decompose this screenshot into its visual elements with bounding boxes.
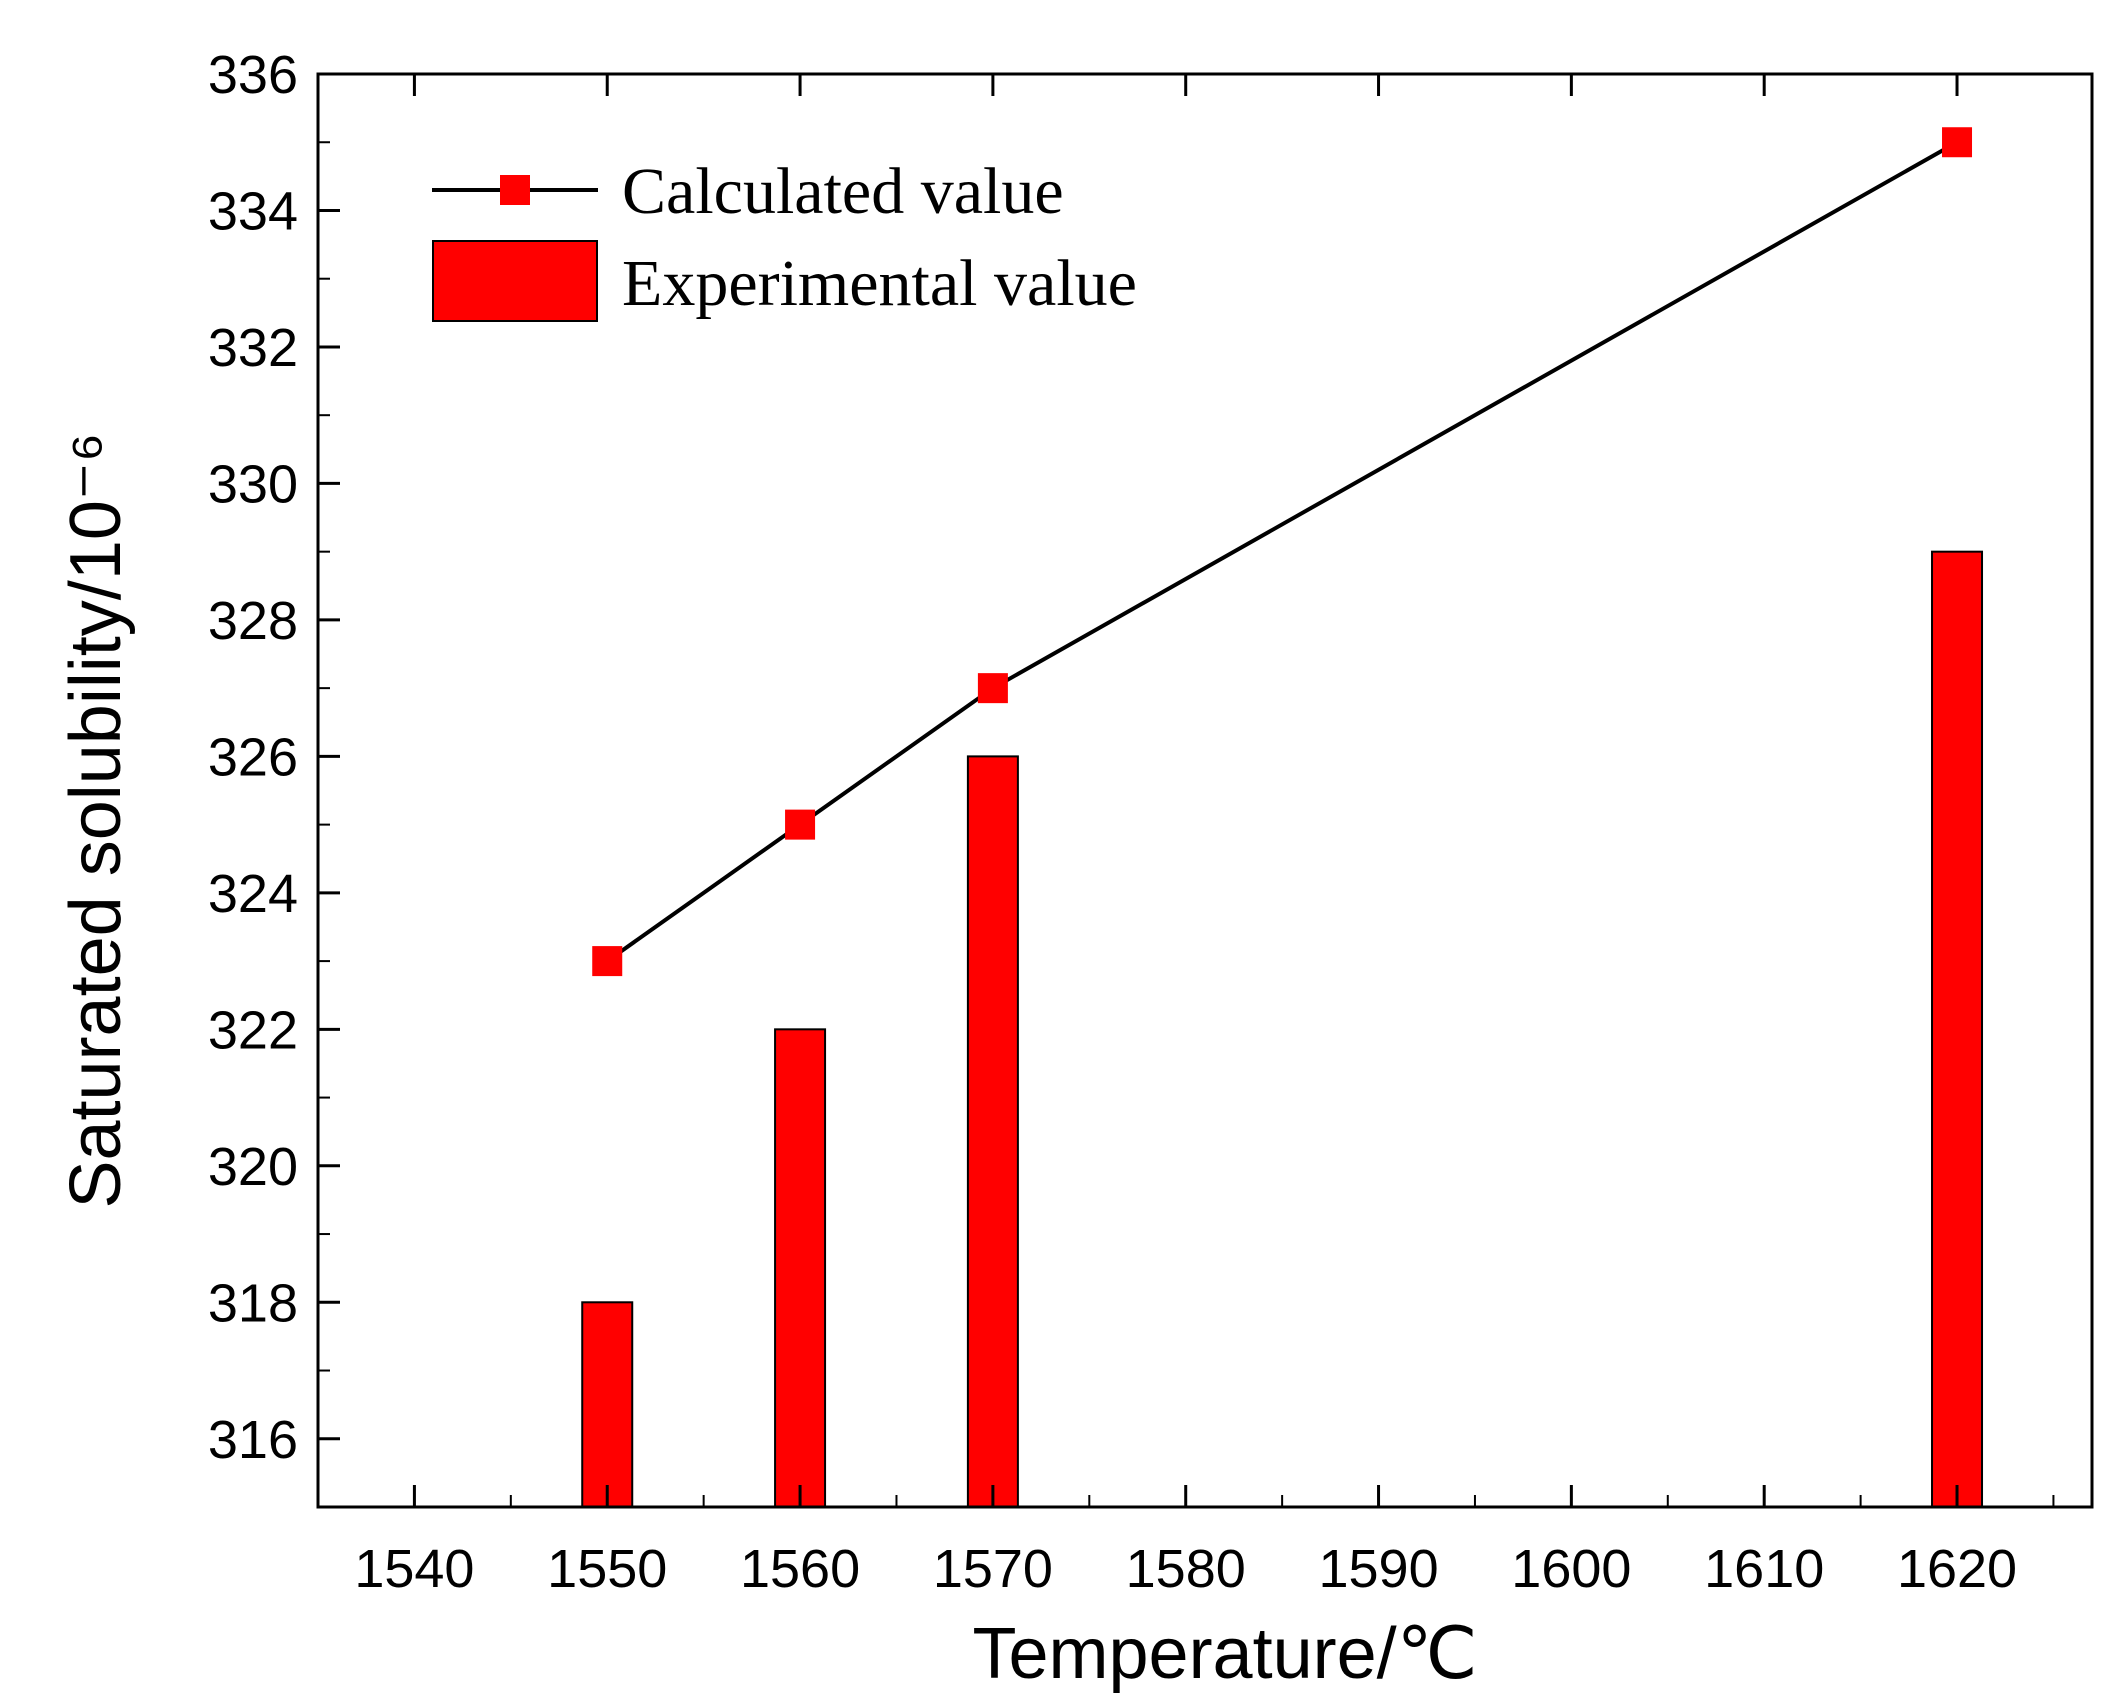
legend: Calculated value Experimental value bbox=[432, 155, 1137, 322]
x-tick-label-1610: 1610 bbox=[1704, 1539, 1824, 1599]
x-tick-label-1570: 1570 bbox=[933, 1539, 1053, 1599]
x-tick-label-1580: 1580 bbox=[1126, 1539, 1246, 1599]
y-tick-label-336: 336 bbox=[208, 45, 298, 105]
bar-1570 bbox=[966, 755, 1019, 1508]
point-1620 bbox=[1942, 127, 1973, 158]
calculated-line bbox=[606, 140, 1959, 963]
bar-1560 bbox=[774, 1028, 827, 1509]
plot-frame bbox=[316, 72, 2094, 1509]
y-tick-label-332: 332 bbox=[208, 318, 298, 378]
x-tick-label-1620: 1620 bbox=[1897, 1539, 2017, 1599]
legend-label-experimental: Experimental value bbox=[622, 247, 1137, 320]
bars-layer bbox=[581, 550, 1984, 1509]
bar-1620 bbox=[1931, 550, 1984, 1508]
x-tick-label-1550: 1550 bbox=[547, 1539, 667, 1599]
y-tick-label-328: 328 bbox=[208, 591, 298, 651]
bar-1550 bbox=[581, 1301, 634, 1509]
x-tick-label-1560: 1560 bbox=[740, 1539, 860, 1599]
x-tick-label-1600: 1600 bbox=[1511, 1539, 1631, 1599]
point-1560 bbox=[785, 809, 816, 840]
y-tick-label-324: 324 bbox=[208, 864, 298, 924]
y-tick-label-330: 330 bbox=[208, 454, 298, 514]
y-tick-label-316: 316 bbox=[208, 1410, 298, 1470]
y-tick-label-326: 326 bbox=[208, 727, 298, 787]
y-axis-title: Saturated solubility/10⁻⁶ bbox=[56, 432, 136, 1208]
legend-marker-swatch bbox=[500, 175, 530, 205]
y-tick-label-334: 334 bbox=[208, 181, 298, 241]
legend-bar-swatch bbox=[432, 240, 598, 322]
axes-layer: 1540 1550 1560 1570 1580 1590 1600 1610 1620 316 3… bbox=[208, 45, 2094, 1599]
line-layer bbox=[592, 127, 1973, 977]
x-tick-label-1540: 1540 bbox=[354, 1539, 474, 1599]
y-tick-label-318: 318 bbox=[208, 1273, 298, 1333]
x-tick-label-1590: 1590 bbox=[1318, 1539, 1438, 1599]
y-tick-label-322: 322 bbox=[208, 1000, 298, 1060]
x-axis-title: Temperature/℃ bbox=[972, 1614, 1477, 1694]
point-1570 bbox=[977, 673, 1008, 704]
point-1550 bbox=[592, 946, 623, 977]
legend-label-calculated: Calculated value bbox=[622, 155, 1064, 228]
y-tick-label-320: 320 bbox=[208, 1137, 298, 1197]
